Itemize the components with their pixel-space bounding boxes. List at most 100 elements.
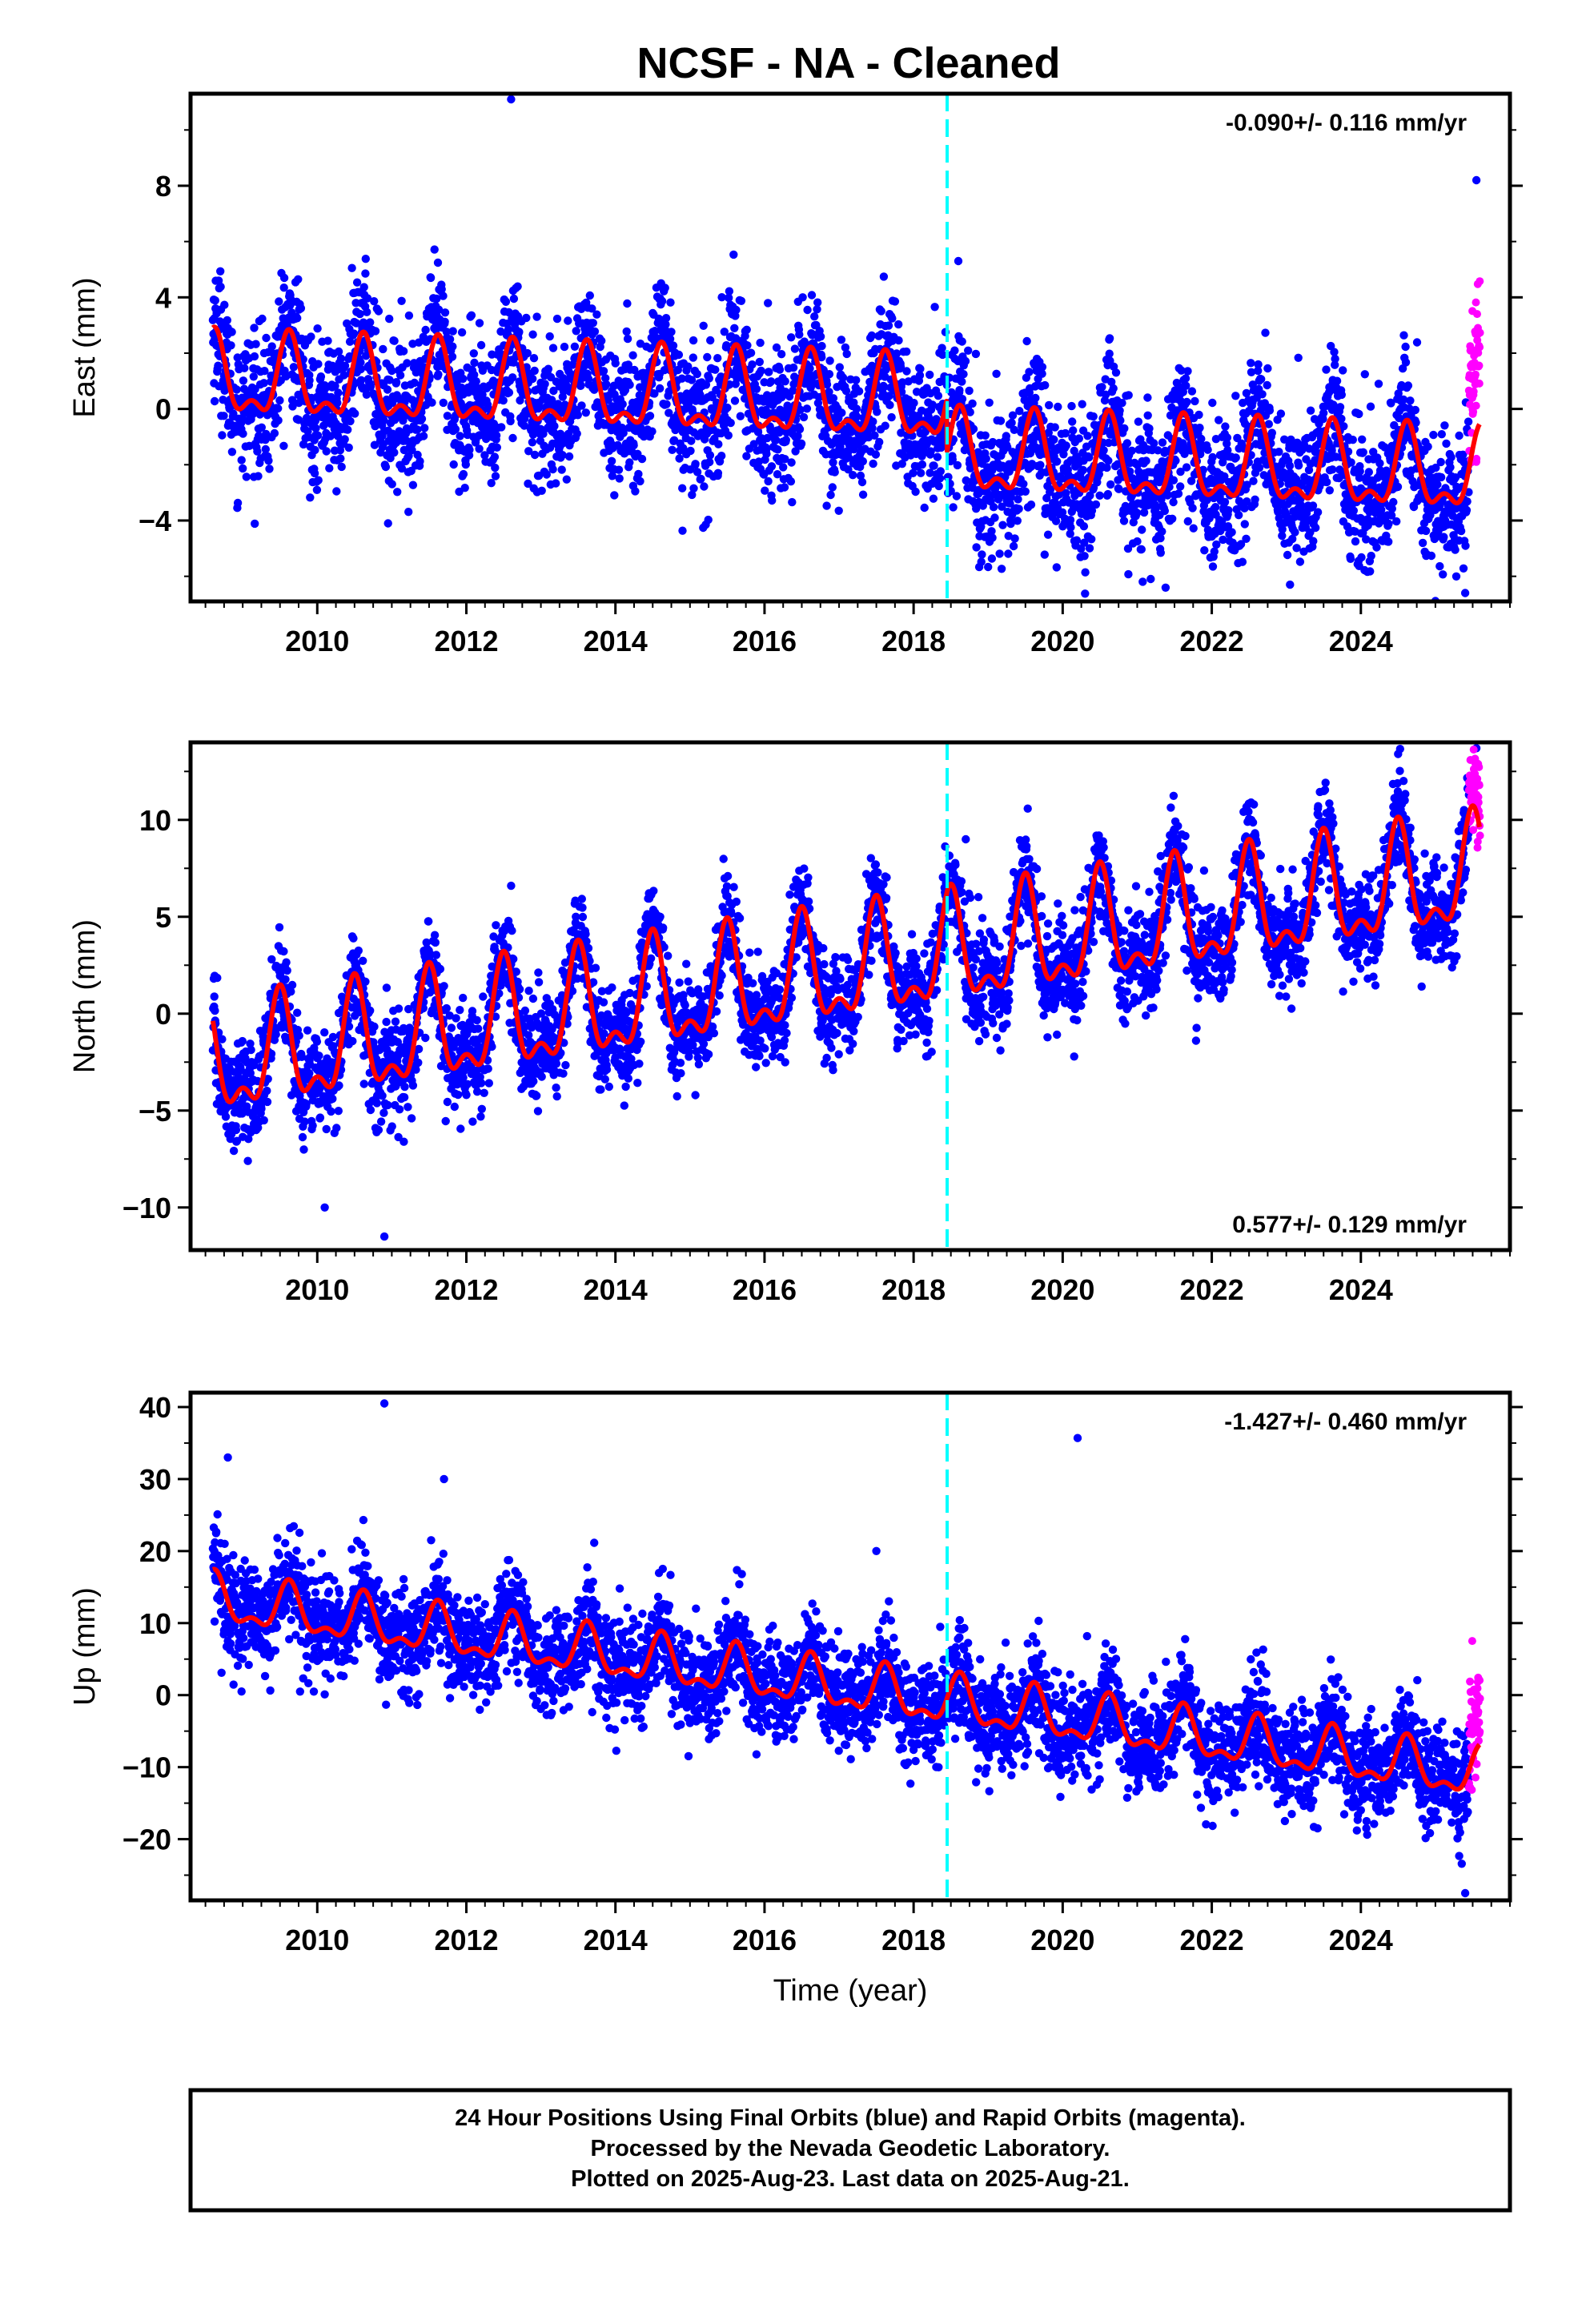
data-point (713, 354, 722, 363)
data-point (1328, 465, 1337, 474)
data-point (700, 482, 709, 491)
data-point (497, 423, 506, 432)
data-point (688, 490, 697, 500)
data-point (844, 465, 853, 474)
rapid-data-point (1472, 298, 1480, 307)
data-point (227, 448, 237, 456)
data-point (288, 402, 297, 411)
outlier-point (1472, 175, 1481, 185)
data-point (615, 474, 624, 483)
data-point (1387, 511, 1396, 520)
data-point (459, 469, 468, 479)
data-point (1087, 535, 1096, 544)
data-point (1243, 480, 1251, 489)
data-point (1059, 450, 1068, 459)
data-point (263, 1075, 272, 1084)
data-point (958, 337, 966, 346)
data-point (997, 565, 1006, 573)
data-point (242, 472, 251, 481)
data-point (725, 287, 734, 296)
data-point (597, 336, 606, 345)
data-point (1089, 412, 1098, 421)
data-point (211, 1006, 219, 1015)
data-point (1040, 550, 1050, 559)
data-point (1411, 405, 1420, 415)
data-point (1406, 396, 1415, 405)
data-point (334, 388, 343, 397)
data-point (267, 955, 276, 964)
data-point (1182, 397, 1191, 407)
data-point (1031, 393, 1040, 403)
data-point (243, 1156, 252, 1165)
rapid-data-point (1473, 310, 1481, 319)
data-point (1095, 491, 1104, 500)
data-point (1021, 487, 1030, 496)
data-point (550, 421, 559, 431)
data-point (1026, 501, 1036, 509)
data-point (1263, 380, 1271, 390)
data-point (873, 408, 881, 416)
data-point (442, 328, 451, 336)
data-point (1053, 457, 1062, 466)
data-point (325, 464, 334, 472)
data-point (982, 454, 990, 463)
data-point (263, 1097, 272, 1107)
outlier-point (383, 519, 392, 528)
data-point (1412, 338, 1422, 347)
data-point (260, 367, 269, 376)
data-point (305, 1069, 314, 1078)
data-point (879, 272, 889, 281)
data-point (911, 487, 920, 497)
data-point (1384, 537, 1393, 546)
data-point (1142, 456, 1150, 465)
data-point (992, 369, 1001, 378)
data-point (788, 497, 797, 507)
data-point (1169, 476, 1178, 485)
data-point (858, 456, 868, 466)
data-point (689, 484, 698, 493)
data-point (1387, 505, 1397, 513)
data-point (684, 362, 693, 371)
data-point (725, 293, 733, 303)
data-point (1455, 431, 1464, 440)
data-point (1278, 531, 1287, 541)
data-point (1288, 534, 1297, 544)
x-tick-label: 2010 (285, 625, 349, 657)
data-point (306, 493, 315, 502)
data-point (743, 341, 752, 350)
data-point (529, 354, 539, 363)
data-point (404, 311, 414, 320)
data-point (775, 365, 785, 374)
data-point (221, 1112, 231, 1121)
data-point (259, 379, 268, 388)
data-point (1431, 463, 1440, 472)
data-point (1183, 517, 1193, 526)
data-point (946, 486, 955, 496)
data-point (686, 446, 695, 456)
data-point (749, 440, 758, 448)
data-point (322, 447, 331, 456)
data-point (636, 476, 644, 486)
data-point (1242, 388, 1251, 398)
data-point (1156, 533, 1165, 543)
data-point (1322, 365, 1331, 374)
data-point (1339, 422, 1348, 431)
data-point (1165, 482, 1174, 492)
data-point (742, 325, 751, 334)
data-point (619, 428, 628, 437)
data-point (648, 427, 656, 436)
data-point (668, 445, 677, 454)
data-point (352, 278, 362, 287)
data-point (383, 385, 392, 394)
data-point (877, 307, 885, 316)
data-point (588, 319, 597, 328)
data-point (722, 341, 731, 350)
data-point (334, 347, 343, 356)
data-point (1221, 422, 1230, 431)
data-point (730, 324, 739, 332)
data-point (1224, 506, 1233, 515)
data-point (730, 396, 740, 405)
data-point (1337, 390, 1347, 400)
data-point (869, 417, 877, 426)
data-point (665, 335, 675, 344)
